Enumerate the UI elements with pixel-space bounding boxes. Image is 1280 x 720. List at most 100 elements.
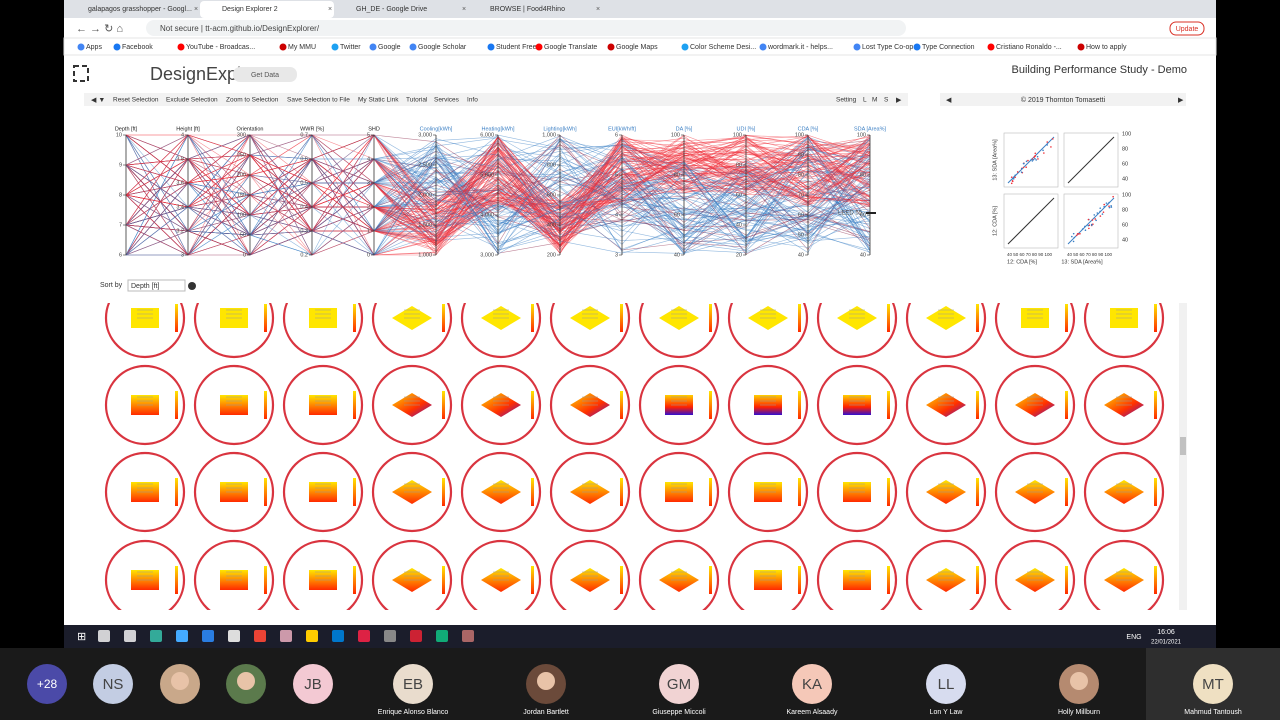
tab-close[interactable]: × — [462, 6, 466, 13]
sort-direction[interactable] — [188, 282, 196, 290]
scatter-tick: 60 — [1122, 161, 1128, 167]
scroll-thumb[interactable] — [1180, 437, 1186, 455]
tab-title[interactable]: Design Explorer 2 — [222, 6, 278, 13]
clock-date[interactable]: 22/01/2021 — [1151, 640, 1182, 646]
get-data-button[interactable] — [233, 67, 297, 82]
sort-select[interactable] — [127, 279, 186, 292]
taskbar-app[interactable] — [98, 630, 110, 642]
toolbar-item[interactable]: Tutorial — [406, 97, 428, 104]
axis-name[interactable]: SDA [Area%] — [854, 126, 887, 132]
axis-name[interactable]: Orientation — [237, 126, 264, 132]
taskbar-app[interactable] — [202, 630, 214, 642]
axis-name[interactable]: WWR [%] — [300, 126, 324, 132]
bookmark[interactable]: How to apply — [1086, 44, 1127, 51]
participant-initials: MT — [1202, 676, 1224, 693]
tab-title[interactable]: galapagos grasshopper - Googl... — [88, 6, 192, 13]
axis-name[interactable]: CDA [%] — [798, 126, 819, 132]
size-option[interactable]: Setting — [836, 97, 857, 104]
language[interactable]: ENG — [1126, 634, 1141, 641]
toolbar-item[interactable]: Exclude Selection — [166, 97, 218, 104]
thumbnail-scale — [887, 566, 890, 594]
axis-name[interactable]: EUI[kWh/ft] — [608, 126, 636, 132]
address-text[interactable]: Not secure | tt-acm.github.io/DesignExpl… — [160, 24, 320, 33]
axis-name[interactable]: DA [%] — [676, 126, 693, 132]
toolbar-item[interactable]: Save Selection to File — [287, 97, 350, 104]
bookmark[interactable]: Apps — [86, 44, 102, 51]
size-arrow[interactable]: ▶ — [896, 97, 902, 104]
bookmark[interactable]: Twitter — [340, 44, 361, 51]
thumbnail-scale — [175, 304, 178, 332]
bookmark[interactable]: Google Translate — [544, 44, 597, 51]
taskbar-app[interactable] — [280, 630, 292, 642]
tab-close[interactable]: × — [194, 6, 198, 13]
next-arrow[interactable]: ▶ — [1178, 97, 1184, 104]
size-option[interactable]: M — [872, 97, 877, 104]
bookmark[interactable]: Color Scheme Desi... — [690, 44, 756, 51]
bookmark[interactable]: Google Maps — [616, 44, 658, 51]
toolbar-item[interactable]: Services — [434, 97, 460, 104]
get-data-label[interactable]: Get Data — [251, 72, 279, 79]
toolbar-item[interactable]: Zoom to Selection — [226, 97, 279, 104]
axis-tick-label: 70 — [798, 192, 804, 198]
thumbnail-ring — [549, 364, 631, 446]
taskbar-app[interactable] — [462, 630, 474, 642]
scatter-point — [1043, 152, 1045, 154]
tab-title[interactable]: GH_DE - Google Drive — [356, 6, 427, 13]
bookmark[interactable]: Student Free — [496, 44, 537, 51]
taskbar-app[interactable] — [176, 630, 188, 642]
update-label[interactable]: Update — [1176, 26, 1199, 33]
tab-active[interactable] — [200, 1, 334, 18]
bookmark[interactable]: Type Connection — [922, 44, 975, 51]
clock-time[interactable]: 16:06 — [1157, 629, 1175, 636]
thumbnail-glazing — [938, 309, 954, 319]
toolbar-item[interactable]: Reset Selection — [113, 97, 159, 104]
taskbar-app[interactable] — [358, 630, 370, 642]
toolbar-item[interactable]: Info — [467, 97, 478, 104]
bookmark[interactable]: Lost Type Co-op — [862, 44, 913, 51]
start-button[interactable]: ⊞ — [77, 631, 86, 643]
bookmark-icon — [369, 43, 377, 51]
size-option[interactable]: L — [863, 97, 867, 104]
axis-name[interactable]: Heating[kWh] — [481, 126, 514, 132]
axis-name[interactable]: UDI [%] — [737, 126, 756, 132]
sort-value[interactable]: Depth [ft] — [131, 283, 159, 290]
update-button[interactable] — [1169, 21, 1205, 36]
taskbar-app[interactable] — [306, 630, 318, 642]
taskbar-app[interactable] — [150, 630, 162, 642]
scatter-point — [1042, 149, 1044, 152]
bookmark[interactable]: My MMU — [288, 44, 316, 51]
axis-name[interactable]: Height [ft] — [176, 126, 200, 132]
taskbar-app[interactable] — [410, 630, 422, 642]
taskbar-app[interactable] — [332, 630, 344, 642]
bookmark[interactable]: Facebook — [122, 44, 153, 51]
taskbar-app[interactable] — [254, 630, 266, 642]
participant-avatar — [792, 664, 832, 704]
taskbar-app[interactable] — [384, 630, 396, 642]
tab-close[interactable]: × — [328, 6, 332, 13]
axis-name[interactable]: Depth [ft] — [115, 126, 138, 132]
scatter-point — [1088, 227, 1090, 230]
scatter-point — [1011, 180, 1014, 183]
bookmark[interactable]: wordmark.it - helps... — [767, 44, 833, 51]
axis-name[interactable]: SHD — [368, 126, 380, 132]
bookmark[interactable]: Google — [378, 44, 401, 51]
taskbar-app[interactable] — [436, 630, 448, 642]
axis-tick-label: 6 — [615, 132, 618, 138]
menu-arrows[interactable]: ◀ ▼ — [91, 97, 105, 104]
toolbar-item[interactable]: My Static Link — [358, 97, 399, 104]
size-option[interactable]: S — [884, 97, 889, 104]
tab-title[interactable]: BROWSE | Food4Rhino — [490, 6, 565, 13]
bookmark[interactable]: Google Scholar — [418, 44, 467, 51]
tab-close[interactable]: × — [596, 6, 600, 13]
back-button[interactable]: ← → ↻ ⌂ — [76, 23, 123, 35]
axis-tick-label: 50 — [240, 232, 246, 238]
bookmark[interactable]: YouTube - Broadcas... — [186, 44, 255, 51]
scrollbar[interactable] — [1179, 303, 1187, 610]
address-bar[interactable] — [146, 20, 906, 36]
prev-arrow[interactable]: ◀ — [946, 97, 952, 104]
axis-name[interactable]: Cooling[kWh] — [420, 126, 453, 132]
taskbar-app[interactable] — [124, 630, 136, 642]
bookmark[interactable]: Cristiano Ronaldo -... — [996, 44, 1062, 51]
axis-name[interactable]: Lighting[kWh] — [543, 126, 577, 132]
taskbar-app[interactable] — [228, 630, 240, 642]
